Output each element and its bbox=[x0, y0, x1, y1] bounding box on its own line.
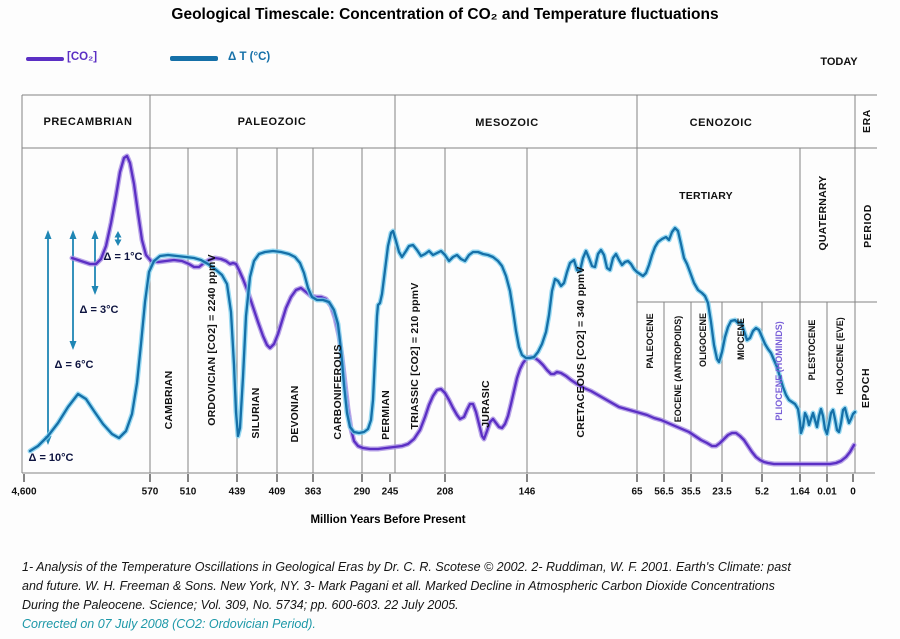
correction-note: Corrected on 07 July 2008 (CO2: Ordovici… bbox=[22, 617, 316, 631]
curve-co2 bbox=[70, 154, 856, 466]
arrowhead-down-icon bbox=[114, 239, 122, 246]
arrowhead-up-icon bbox=[69, 230, 77, 239]
delta-t-legend-label: Δ T (°C) bbox=[228, 51, 271, 63]
curve-delta-t bbox=[28, 226, 857, 453]
today-label: TODAY bbox=[820, 56, 858, 68]
arrowhead-up-icon bbox=[114, 231, 122, 238]
page-title: Geological Timescale: Concentration of C… bbox=[171, 6, 719, 23]
arrowhead-down-icon bbox=[91, 286, 99, 295]
arrowhead-up-icon bbox=[91, 230, 99, 239]
co2-legend-label: [CO₂] bbox=[67, 51, 98, 63]
footnote-line-2: and future. W. H. Freeman & Sons. New Yo… bbox=[22, 579, 775, 593]
delta-t-legend-swatch bbox=[170, 56, 218, 61]
footnote-line-3: During the Paleocene. Science; Vol. 309,… bbox=[22, 598, 459, 612]
x-axis-title: Million Years Before Present bbox=[310, 514, 466, 526]
co2-legend-swatch bbox=[26, 57, 64, 61]
arrowhead-down-icon bbox=[69, 341, 77, 350]
arrowhead-up-icon bbox=[44, 230, 52, 239]
footnote-line-1: 1- Analysis of the Temperature Oscillati… bbox=[22, 560, 791, 574]
